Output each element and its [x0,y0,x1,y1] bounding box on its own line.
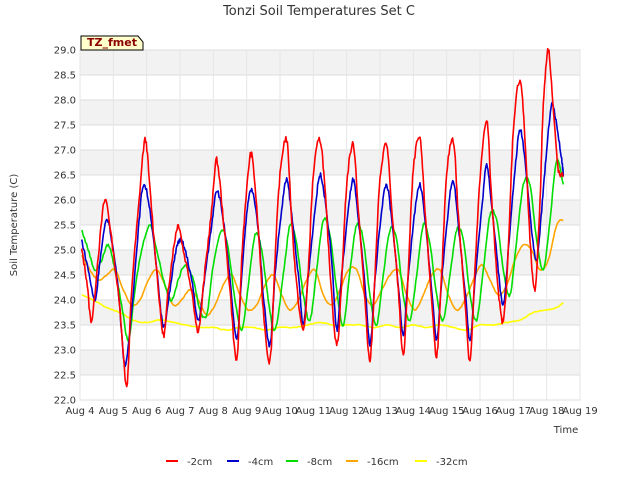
y-tick-label: 28.5 [54,71,76,82]
legend: -2cm -4cm -8cm -16cm -32cm [166,457,468,468]
y-tick-label: 29.0 [54,46,76,57]
series-line-neg2cm [80,47,564,388]
legend-label: -2cm [187,457,212,468]
x-tick-label: Aug 4 [65,406,94,417]
x-tick-label: Aug 5 [99,406,128,417]
station-badge: TZ_fmet [80,35,144,51]
x-tick-label: Aug 10 [262,406,297,417]
legend-label: -8cm [307,457,332,468]
y-tick-label: 25.5 [54,221,76,232]
y-axis-title: Soil Temperature (C) [9,174,20,277]
chart-title: Tonzi Soil Temperatures Set C [222,4,415,19]
x-tick-label: Aug 13 [362,406,397,417]
grid-band [80,200,580,225]
legend-label: -32cm [436,457,468,468]
legend-label: -4cm [248,457,273,468]
y-tick-label: 26.0 [54,196,76,207]
x-tick-label: Aug 11 [296,406,331,417]
x-tick-label: Aug 12 [329,406,364,417]
x-tick-label: Aug 18 [529,406,564,417]
series-lines [80,47,565,388]
y-tick-label: 23.0 [54,346,76,357]
y-tick-label: 25.0 [54,246,76,257]
x-tick-label: Aug 19 [562,406,597,417]
grid-band [80,150,580,175]
x-tick-label: Aug 15 [429,406,464,417]
legend-label: -16cm [367,457,399,468]
grid-band [80,350,580,375]
grid-band [80,100,580,125]
y-tick-label: 22.5 [54,371,76,382]
y-tick-label: 24.5 [54,271,76,282]
y-tick-label: 27.0 [54,146,76,157]
x-tick-label: Aug 17 [496,406,531,417]
x-tick-label: Aug 7 [165,406,194,417]
x-axis-ticks: Aug 4 Aug 5 Aug 6 Aug 7 Aug 8 Aug 9 Aug 10Aug … [65,406,597,417]
y-tick-label: 24.0 [54,296,76,307]
y-tick-label: 27.5 [54,121,76,132]
y-tick-label: 26.5 [54,171,76,182]
x-tick-label: Aug 8 [199,406,228,417]
series-line-neg16cm [81,218,564,317]
y-axis-ticks: 22.0 22.5 23.0 23.5 24.0 24.5 25.0 25.5 26.0 26.5… [54,46,76,407]
badge-label: TZ_fmet [87,36,137,49]
y-tick-label: 23.5 [54,321,76,332]
x-tick-label: Aug 6 [132,406,161,417]
series-line-neg4cm [80,101,565,368]
y-tick-label: 28.0 [54,96,76,107]
grid-lines [79,49,581,401]
y-tick-label: 22.0 [54,396,76,407]
x-tick-label: Aug 14 [396,406,431,417]
x-tick-label: Aug 9 [232,406,261,417]
x-axis-title: Time [553,425,578,436]
grid-band [80,50,580,75]
x-tick-label: Aug 16 [462,406,497,417]
badge-box [80,35,144,51]
